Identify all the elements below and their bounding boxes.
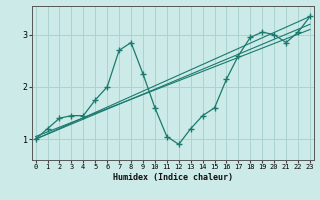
X-axis label: Humidex (Indice chaleur): Humidex (Indice chaleur) bbox=[113, 173, 233, 182]
